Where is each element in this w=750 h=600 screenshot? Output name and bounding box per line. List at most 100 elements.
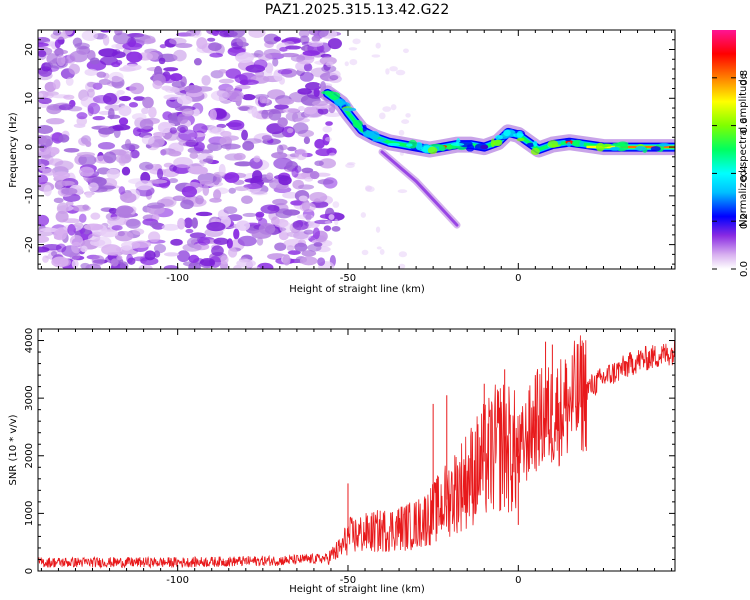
noise-blob xyxy=(324,112,342,118)
noise-blob xyxy=(325,121,333,126)
colorbar-tick-label: 0.6 xyxy=(739,118,750,134)
noise-blob xyxy=(197,237,211,246)
noise-blob xyxy=(157,121,173,134)
ridge-blob xyxy=(650,146,661,152)
noise-blob xyxy=(298,30,310,38)
noise-blob xyxy=(346,162,356,166)
snr-line xyxy=(38,335,675,569)
noise-blob xyxy=(298,195,308,202)
noise-blob xyxy=(382,106,392,112)
noise-blob xyxy=(235,220,251,231)
colorbar: 0.0 0.2 0.4 0.6 0.8 Normalized spectral ampl… xyxy=(712,30,750,277)
noise-blob xyxy=(117,231,126,237)
noise-blob xyxy=(390,104,397,111)
noise-blob xyxy=(38,91,54,100)
noise-blob xyxy=(200,167,208,175)
colorbar-gradient xyxy=(712,30,736,269)
snr-series xyxy=(38,335,675,569)
noise-blob xyxy=(78,213,87,223)
noise-blob xyxy=(168,178,179,184)
noise-blob xyxy=(116,205,134,215)
colorbar-tick-label: 0.0 xyxy=(739,261,750,277)
ridge-blob xyxy=(450,142,465,146)
x-tick-label: 0 xyxy=(515,273,521,284)
ridge-blob xyxy=(490,138,495,148)
ridge-blob xyxy=(547,140,559,148)
noise-blob xyxy=(361,249,369,256)
ridge-blob xyxy=(493,139,503,147)
noise-blob xyxy=(58,134,70,143)
noise-blob xyxy=(183,217,193,229)
noise-blob xyxy=(110,258,119,267)
noise-blob xyxy=(256,262,274,269)
noise-blob xyxy=(398,251,408,258)
noise-blob xyxy=(272,57,279,67)
noise-blob xyxy=(225,68,241,79)
ridge-blob xyxy=(530,147,540,156)
ridge-branch-core xyxy=(380,150,459,227)
noise-blob xyxy=(301,167,314,174)
noise-blob xyxy=(302,50,320,57)
noise-blob xyxy=(308,40,324,47)
noise-blob xyxy=(325,136,332,142)
noise-blob xyxy=(188,254,200,263)
colorbar-label: Normalized spectral amplitude xyxy=(738,73,749,227)
noise-blob xyxy=(177,250,191,263)
noise-blob xyxy=(344,61,349,67)
noise-blob xyxy=(121,166,131,176)
snr-x-label: Height of straight line (km) xyxy=(289,584,425,595)
noise-blob xyxy=(206,142,223,152)
noise-blob xyxy=(53,229,67,241)
noise-blob xyxy=(277,117,288,128)
noise-blob xyxy=(290,200,305,206)
noise-blob xyxy=(116,255,123,261)
noise-blob xyxy=(292,122,309,134)
noise-blob xyxy=(213,189,222,201)
noise-blob xyxy=(235,52,254,64)
noise-blob xyxy=(223,206,238,215)
ridge-blob xyxy=(503,129,511,137)
noise-blob xyxy=(56,202,69,215)
noise-blob xyxy=(73,222,84,228)
noise-blob xyxy=(242,212,258,218)
noise-blob xyxy=(228,187,236,194)
noise-blob xyxy=(66,200,74,207)
noise-blob xyxy=(282,108,300,114)
noise-blob xyxy=(213,237,229,245)
noise-blob xyxy=(85,192,93,198)
noise-blob xyxy=(218,78,235,84)
noise-blob xyxy=(38,163,46,172)
noise-blob xyxy=(209,52,223,58)
noise-blob xyxy=(43,184,52,197)
noise-blob xyxy=(271,151,288,159)
ridge-blob xyxy=(415,141,423,151)
noise-blob xyxy=(371,54,381,58)
noise-blob xyxy=(88,182,99,192)
spectrogram-y-ticks: -20 -10 0 10 20 xyxy=(24,29,675,265)
y-tick-label: 3000 xyxy=(24,385,35,410)
noise-blob xyxy=(211,245,224,257)
spectrogram-x-label: Height of straight line (km) xyxy=(289,284,425,295)
noise-blob xyxy=(87,102,101,115)
noise-blob xyxy=(101,244,122,256)
noise-blob xyxy=(241,195,253,205)
noise-blob xyxy=(405,113,411,118)
snr-frame xyxy=(37,328,676,572)
noise-blob xyxy=(98,127,115,135)
x-tick-label: 0 xyxy=(515,575,521,586)
noise-blob xyxy=(273,36,282,42)
ridge-blob xyxy=(494,135,503,140)
noise-blob xyxy=(328,214,335,220)
noise-blob xyxy=(379,249,385,255)
y-tick-label: 2000 xyxy=(24,443,35,468)
noise-blob xyxy=(279,221,293,234)
ridge-blob xyxy=(352,119,363,129)
noise-blob xyxy=(309,191,328,203)
ridge-blob xyxy=(406,143,413,147)
y-tick-label: -10 xyxy=(24,188,35,204)
noise-blob xyxy=(141,107,149,115)
noise-blob xyxy=(139,161,154,171)
noise-blob xyxy=(309,171,320,180)
noise-blob xyxy=(164,86,180,94)
x-tick-label: -50 xyxy=(340,273,356,284)
